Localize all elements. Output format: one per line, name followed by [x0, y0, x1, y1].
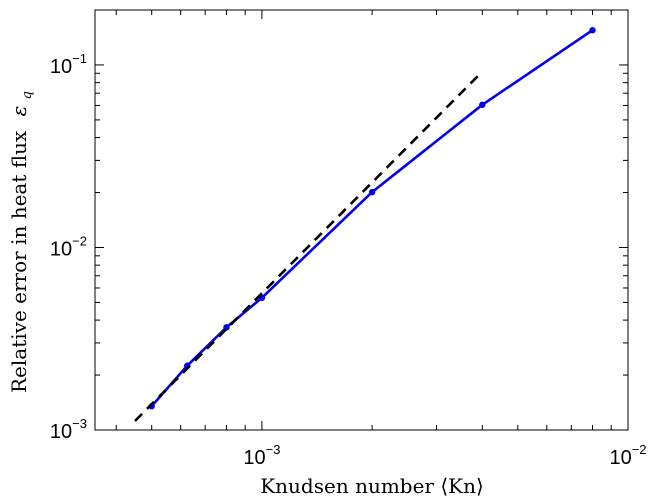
y-tick-label: 10−1 — [50, 51, 87, 78]
data-point — [368, 188, 376, 196]
reference-slope-line — [134, 70, 484, 422]
plot-series — [134, 27, 596, 422]
y-axis-label-subscript: q — [20, 91, 35, 99]
y-tick-label: 10−3 — [50, 416, 87, 443]
data-point — [589, 27, 596, 34]
y-axis-label-text: Relative error in heat flux — [7, 130, 31, 393]
plot-frame — [94, 9, 629, 431]
x-tick-label: 10−2 — [609, 442, 646, 469]
y-axis-label-symbol: ε — [7, 106, 31, 117]
x-tick-label: 10−3 — [243, 442, 280, 469]
y-axis-label: Relative error in heat flux ε q — [7, 91, 35, 393]
x-axis-label: Knudsen number ⟨Kn⟩ — [260, 474, 484, 498]
y-tick-label: 10−2 — [50, 233, 87, 260]
axis-ticks: 10−3 10−2 10−3 10−2 10−1 — [50, 10, 647, 469]
data-point — [479, 101, 486, 108]
